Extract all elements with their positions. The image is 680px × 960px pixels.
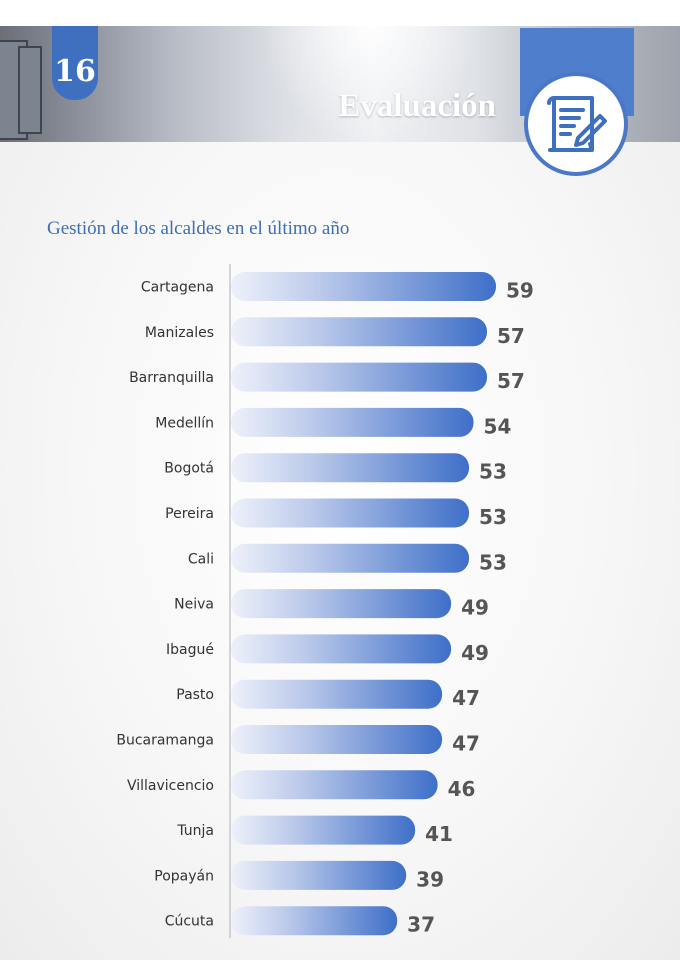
category-label: Bucaramanga (116, 733, 214, 749)
bar (231, 498, 470, 528)
value-label: 46 (448, 777, 476, 801)
value-label: 37 (407, 913, 435, 937)
page-number-badge (52, 26, 98, 100)
page-number: 16 (54, 54, 96, 89)
value-label: 53 (479, 460, 507, 484)
value-label: 47 (452, 732, 480, 756)
value-label: 49 (461, 641, 489, 665)
chart-title: Gestión de los alcaldes en el último año (47, 218, 350, 239)
bar (231, 815, 416, 845)
category-label: Ibagué (166, 642, 214, 658)
category-label: Cali (188, 551, 214, 567)
document-pen-icon (524, 72, 628, 176)
bar (231, 679, 443, 709)
value-label: 57 (497, 369, 525, 393)
bar (231, 453, 470, 483)
bar (231, 272, 496, 301)
value-label: 53 (479, 505, 507, 529)
decorative-frame-right (18, 46, 42, 134)
bar (231, 634, 452, 664)
section-title: Evaluación (338, 88, 496, 124)
value-label: 57 (497, 324, 525, 348)
category-label: Barranquilla (129, 370, 214, 386)
value-label: 53 (479, 550, 507, 574)
category-label: Cúcuta (165, 914, 214, 930)
category-label: Medellín (155, 415, 214, 431)
category-label: Villavicencio (127, 778, 214, 794)
category-label: Bogotá (164, 461, 214, 477)
bar (231, 906, 398, 936)
value-label: 47 (452, 686, 480, 710)
bar (231, 362, 488, 392)
value-label: 59 (506, 279, 534, 303)
value-label: 54 (484, 414, 512, 438)
category-label: Neiva (174, 597, 214, 613)
value-label: 41 (425, 822, 453, 846)
value-label: 39 (416, 867, 444, 891)
category-label: Tunja (176, 823, 214, 839)
bar (231, 725, 443, 754)
category-label: Pasto (176, 687, 214, 703)
bar (231, 317, 488, 347)
bar (231, 543, 470, 573)
category-label: Manizales (145, 325, 214, 341)
value-label: 49 (461, 596, 489, 620)
bar (231, 407, 474, 437)
bar (231, 589, 452, 619)
bar (231, 860, 407, 890)
bar (231, 770, 438, 800)
category-label: Pereira (165, 506, 214, 522)
category-label: Cartagena (141, 280, 214, 296)
category-label: Popayán (154, 868, 214, 884)
